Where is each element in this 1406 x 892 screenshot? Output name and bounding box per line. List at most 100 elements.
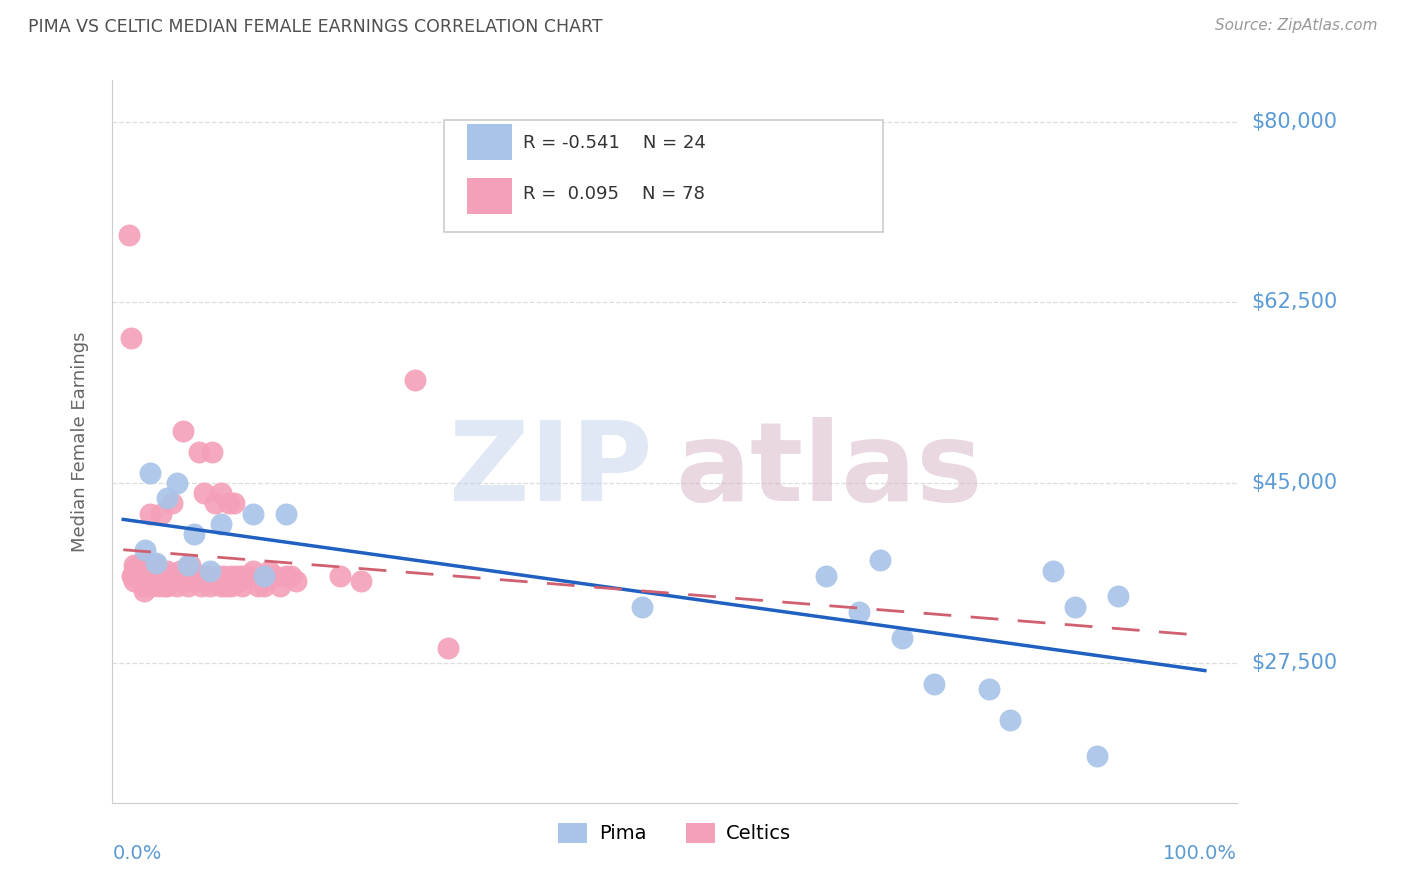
Point — [259, 564, 281, 578]
Point — [139, 466, 162, 480]
Point — [1042, 564, 1064, 578]
Point — [229, 574, 252, 588]
Point — [209, 579, 232, 593]
Point — [132, 579, 155, 593]
Point — [188, 568, 211, 582]
Point — [142, 568, 165, 582]
Point — [242, 564, 264, 578]
Point — [218, 496, 240, 510]
Point — [122, 574, 145, 588]
Point — [263, 568, 285, 582]
Point — [125, 560, 148, 574]
Text: 100.0%: 100.0% — [1163, 845, 1237, 863]
Legend: Pima, Celtics: Pima, Celtics — [551, 814, 799, 851]
Point — [201, 445, 224, 459]
Text: 0.0%: 0.0% — [112, 845, 162, 863]
Point — [150, 507, 173, 521]
Point — [869, 553, 891, 567]
Point — [183, 574, 205, 588]
Point — [128, 558, 150, 573]
Point — [145, 574, 167, 588]
Point — [122, 564, 145, 578]
Point — [177, 568, 200, 582]
Point — [179, 558, 201, 573]
Point — [155, 564, 177, 578]
Text: ZIP: ZIP — [449, 417, 652, 524]
FancyBboxPatch shape — [467, 124, 512, 160]
Text: R = -0.541    N = 24: R = -0.541 N = 24 — [523, 135, 706, 153]
Point — [165, 574, 187, 588]
Point — [221, 579, 243, 593]
Point — [891, 631, 914, 645]
Point — [136, 568, 159, 582]
Point — [122, 568, 145, 582]
Text: R =  0.095    N = 78: R = 0.095 N = 78 — [523, 185, 704, 203]
Point — [183, 527, 205, 541]
Point — [253, 579, 276, 593]
FancyBboxPatch shape — [467, 178, 512, 214]
Point — [209, 486, 232, 500]
Point — [193, 486, 215, 500]
Point — [215, 579, 238, 593]
Point — [198, 564, 221, 578]
Point — [1107, 590, 1129, 604]
Point — [139, 579, 162, 593]
Y-axis label: Median Female Earnings: Median Female Earnings — [70, 331, 89, 552]
Text: PIMA VS CELTIC MEDIAN FEMALE EARNINGS CORRELATION CHART: PIMA VS CELTIC MEDIAN FEMALE EARNINGS CO… — [28, 18, 603, 36]
Point — [211, 568, 233, 582]
Point — [242, 507, 264, 521]
Point — [977, 682, 1000, 697]
Point — [174, 574, 197, 588]
Point — [122, 568, 145, 582]
Point — [221, 568, 243, 582]
Point — [136, 574, 159, 588]
Point — [155, 579, 177, 593]
Point — [631, 599, 654, 614]
Point — [132, 584, 155, 599]
Point — [436, 640, 458, 655]
Point — [160, 496, 183, 510]
Point — [134, 568, 156, 582]
Point — [188, 445, 211, 459]
Point — [169, 564, 191, 578]
Point — [269, 579, 291, 593]
Point — [236, 568, 259, 582]
Point — [172, 424, 194, 438]
Point — [329, 568, 352, 582]
Point — [198, 579, 221, 593]
Text: atlas: atlas — [675, 417, 983, 524]
Point — [231, 579, 253, 593]
Point — [153, 579, 176, 593]
Point — [285, 574, 308, 588]
Point — [157, 568, 180, 582]
Point — [253, 568, 276, 582]
Point — [207, 568, 229, 582]
Point — [231, 568, 253, 582]
Point — [121, 568, 143, 582]
Point — [150, 564, 173, 578]
Point — [197, 568, 219, 582]
Point — [122, 558, 145, 573]
Point — [155, 491, 177, 506]
Point — [166, 579, 188, 593]
Point — [118, 228, 141, 243]
Point — [177, 558, 200, 573]
Point — [222, 496, 245, 510]
Point — [815, 568, 838, 582]
Point — [186, 568, 208, 582]
Text: Source: ZipAtlas.com: Source: ZipAtlas.com — [1215, 18, 1378, 33]
FancyBboxPatch shape — [444, 120, 883, 232]
Point — [274, 507, 297, 521]
Point — [134, 542, 156, 557]
Point — [280, 568, 302, 582]
Point — [1085, 749, 1108, 764]
Point — [998, 713, 1021, 727]
Point — [924, 677, 946, 691]
Text: $45,000: $45,000 — [1251, 473, 1337, 492]
Point — [166, 568, 188, 582]
Point — [146, 579, 169, 593]
Text: $27,500: $27,500 — [1251, 654, 1337, 673]
Point — [247, 579, 270, 593]
Text: $80,000: $80,000 — [1251, 112, 1337, 131]
Point — [177, 579, 200, 593]
